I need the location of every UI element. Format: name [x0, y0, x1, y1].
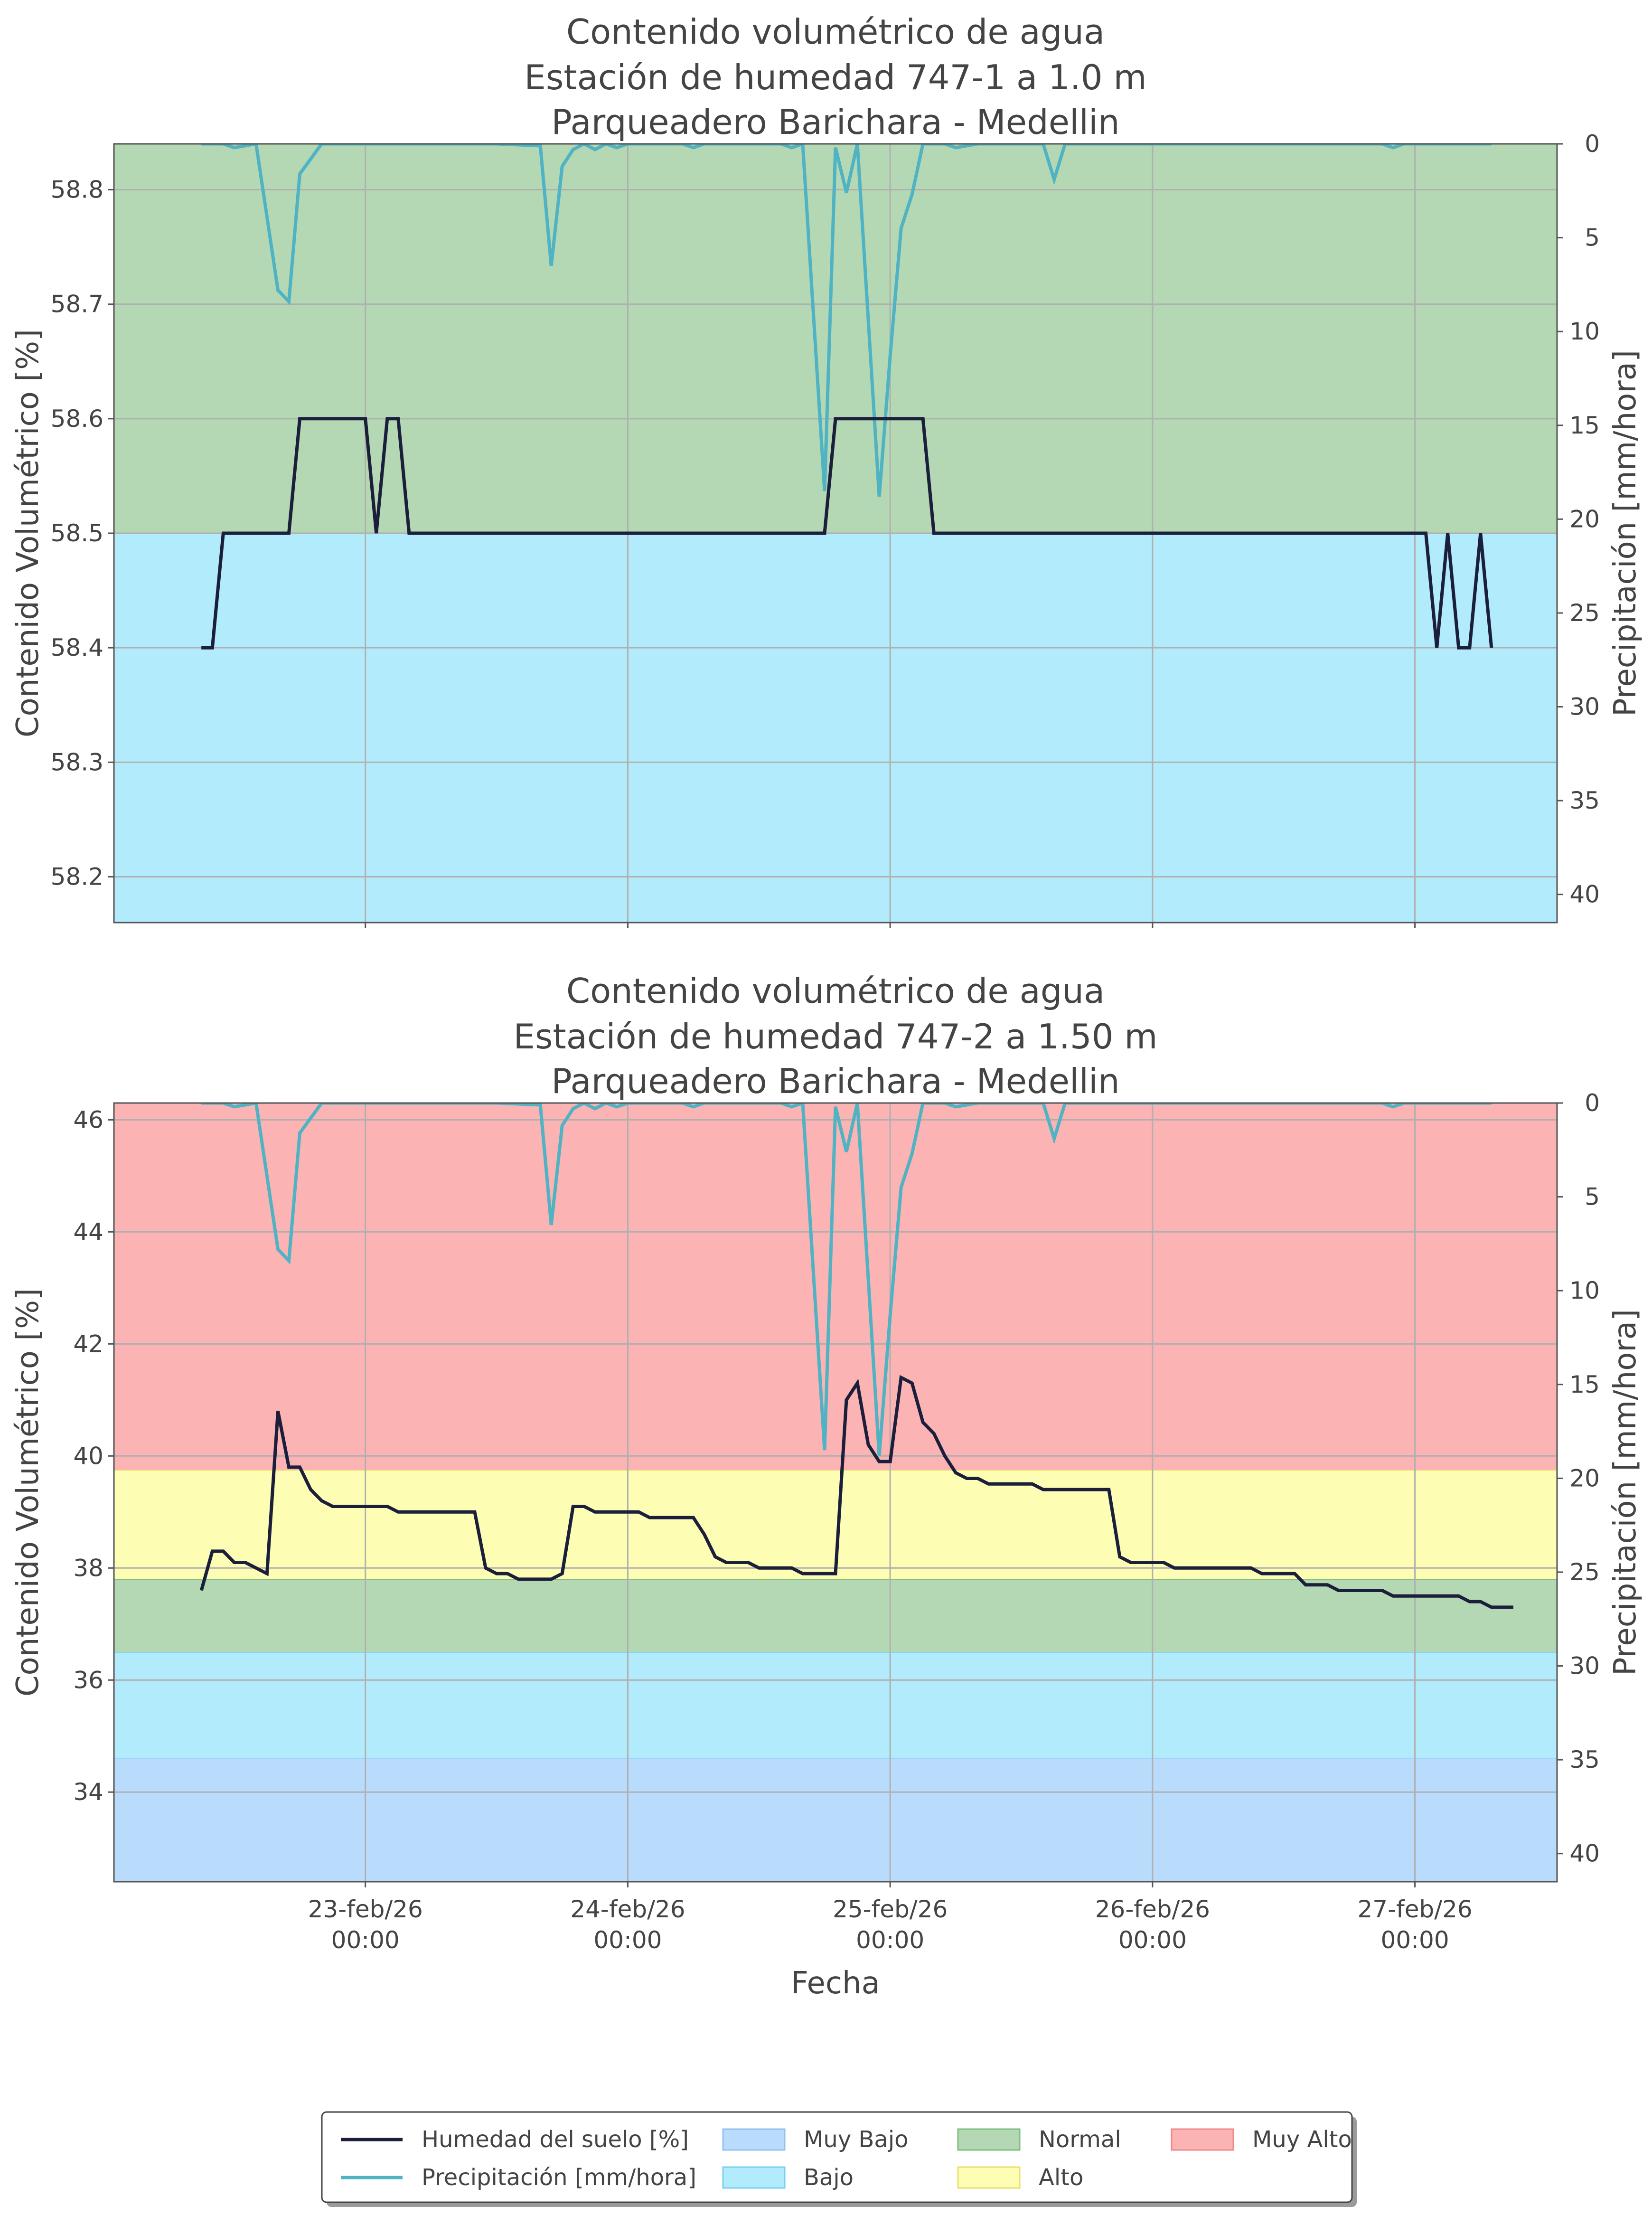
y2tick-label: 30: [1569, 1652, 1600, 1680]
band-bajo: [114, 533, 1557, 923]
legend-box: [321, 2111, 1353, 2203]
series: [201, 144, 1493, 650]
legend-item: Alto: [957, 2164, 1083, 2191]
xtick-label: 00:00: [1118, 1926, 1187, 1954]
ytick-label: 36: [73, 1666, 103, 1694]
y2tick-label: 20: [1569, 1464, 1600, 1492]
y2tick-label: 0: [1585, 130, 1600, 158]
xtick-label: 00:00: [331, 1926, 400, 1954]
soil-moisture-line: [199, 1375, 1513, 1609]
y2tick-label: 15: [1569, 1371, 1600, 1398]
legend-item: Humedad del suelo [%]: [341, 2126, 689, 2153]
legend-item: Bajo: [722, 2164, 854, 2191]
legend-item: Normal: [957, 2126, 1121, 2153]
chart-title-line: Contenido volumétrico de agua: [566, 971, 1105, 1011]
ytick-label: 58.3: [51, 748, 103, 776]
xtick-label: 00:00: [1381, 1926, 1449, 1954]
y2tick-label: 30: [1569, 693, 1600, 721]
y2tick-label: 25: [1569, 1558, 1600, 1586]
y2tick-label: 20: [1569, 505, 1600, 533]
x-axis-label: Fecha: [791, 1966, 880, 2001]
legend-patch-swatch: [957, 2166, 1021, 2189]
legend-patch-swatch: [722, 2166, 786, 2189]
legend-label: Muy Bajo: [804, 2126, 909, 2153]
y-axis-label: Contenido Volumétrico [%]: [10, 329, 46, 737]
chart-title-line: Estación de humedad 747-2 a 1.50 m: [514, 1017, 1158, 1056]
chart-title-line: Parqueadero Barichara - Medellin: [551, 102, 1119, 142]
legend-patch-swatch: [722, 2128, 786, 2151]
xtick-label: 27-feb/26: [1357, 1895, 1472, 1923]
y2-axis-label: Precipitación [mm/hora]: [1608, 1309, 1643, 1676]
y2tick-label: 0: [1585, 1089, 1600, 1117]
bands: [114, 1103, 1557, 1882]
legend-item: Muy Bajo: [722, 2126, 909, 2153]
xtick-label: 25-feb/26: [833, 1895, 948, 1923]
legend-label: Bajo: [804, 2164, 854, 2191]
legend-label: Precipitación [mm/hora]: [422, 2164, 696, 2191]
xtick-label: 23-feb/26: [308, 1895, 423, 1923]
ytick-label: 58.7: [51, 291, 103, 318]
ytick-label: 58.2: [51, 863, 103, 891]
legend-item: Precipitación [mm/hora]: [341, 2164, 696, 2191]
legend-item: Muy Alto: [1171, 2126, 1352, 2153]
chart-panel-bottom: 34 36 38 40 42 44 46 0 5 10 15 20 25 30 35 40 23-feb/26 0…: [10, 971, 1643, 2001]
y2tick-label: 35: [1569, 787, 1600, 814]
chart-title-line: Contenido volumétrico de agua: [566, 12, 1105, 52]
grid: [114, 1103, 1557, 1882]
ytick-label: 42: [73, 1330, 103, 1358]
legend-patch-swatch: [957, 2128, 1021, 2151]
band-normal: [114, 144, 1557, 533]
y2tick-label: 10: [1569, 1277, 1600, 1304]
xtick-label: 00:00: [856, 1926, 924, 1954]
y2tick-label: 10: [1569, 318, 1600, 345]
chart-title-line: Estación de humedad 747-1 a 1.0 m: [524, 57, 1146, 97]
legend-label: Humedad del suelo [%]: [422, 2126, 689, 2153]
ytick-label: 38: [73, 1554, 103, 1582]
y2tick-label: 5: [1585, 224, 1600, 252]
ytick-label: 46: [73, 1106, 103, 1133]
ytick-label: 34: [73, 1778, 103, 1806]
legend-label: Muy Alto: [1252, 2126, 1352, 2153]
chart-panel-top: 58.2 58.3 58.4 58.5 58.6 58.7 58.8 0 5 10 15 20 25 30…: [10, 12, 1643, 928]
y-axis-label: Contenido Volumétrico [%]: [10, 1288, 46, 1697]
bands: [114, 144, 1557, 923]
y2-axis-label: Precipitación [mm/hora]: [1608, 350, 1643, 717]
ytick-label: 40: [73, 1442, 103, 1470]
ytick-label: 58.5: [51, 519, 103, 547]
xtick-label: 24-feb/26: [570, 1895, 685, 1923]
y2tick-label: 40: [1569, 881, 1600, 908]
chart-title-line: Parqueadero Barichara - Medellin: [551, 1061, 1119, 1101]
band-muy-alto: [114, 1103, 1557, 1470]
ytick-label: 58.6: [51, 405, 103, 433]
xtick-label: 26-feb/26: [1095, 1895, 1210, 1923]
series: [199, 1103, 1513, 1609]
legend: Humedad del suelo [%] Precipitación [mm/h…: [321, 2111, 1357, 2207]
legend-patch-swatch: [1171, 2128, 1234, 2151]
band-bajo: [114, 1652, 1557, 1759]
y2tick-label: 40: [1569, 1840, 1600, 1867]
ytick-label: 58.8: [51, 176, 103, 203]
legend-label: Alto: [1039, 2164, 1083, 2191]
y2tick-label: 25: [1569, 599, 1600, 627]
y2tick-label: 15: [1569, 412, 1600, 439]
soil-moisture-line: [201, 417, 1493, 650]
band-normal: [114, 1579, 1557, 1652]
y2tick-label: 5: [1585, 1183, 1600, 1211]
plot-frame: [113, 1102, 1558, 1883]
ytick-label: 58.4: [51, 634, 103, 661]
ytick-label: 44: [73, 1218, 103, 1245]
xtick-label: 00:00: [593, 1926, 662, 1954]
band-muy-bajo: [114, 1758, 1557, 1882]
y2tick-label: 35: [1569, 1746, 1600, 1773]
legend-label: Normal: [1039, 2126, 1121, 2153]
